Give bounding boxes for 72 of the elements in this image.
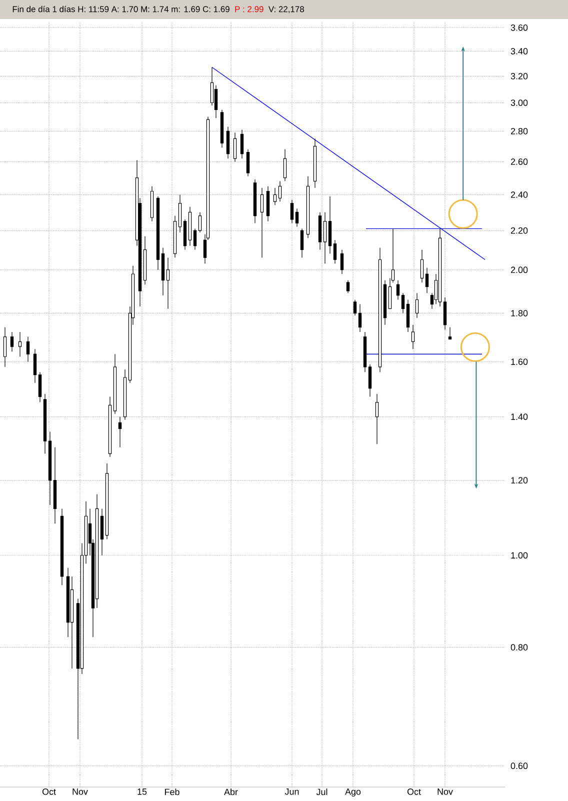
y-tick-label: 1.40 [511,414,528,420]
y-tick-label: 2.80 [510,128,528,134]
candlestick [290,200,294,224]
y-tick-label: 1.00 [511,552,528,559]
candlestick [273,188,277,206]
candlestick [443,297,447,330]
candlestick [295,208,299,228]
candlestick [278,180,282,202]
candlestick [375,394,379,444]
x-tick-label: Jul [316,788,328,796]
candlestick [448,326,452,340]
candlestick [18,332,22,357]
candlestick [425,267,429,294]
candlestick [368,364,372,397]
candlestick [166,257,170,310]
y-tick-label: 2.20 [510,227,528,234]
candlestick [210,66,214,106]
x-tick-label: Oct [407,788,421,795]
candlestick [420,249,424,283]
candlestick [10,332,14,352]
y-tick-label: 1.80 [511,310,528,316]
candlestick [246,148,250,177]
candlestick [333,240,337,264]
candlestick [391,228,395,283]
candlestick [193,228,197,250]
x-tick-label: 15 [138,788,147,795]
x-tick-label: Abr [224,788,238,796]
candlestick [240,129,244,159]
candlestick [233,132,237,162]
candlestick [198,212,202,233]
candlestick [118,416,122,448]
y-tick-label: 0.60 [510,762,528,770]
text: P : 2.99 [235,6,264,12]
x-tick-label: Nov [438,788,453,795]
y-tick-label: 3.60 [510,24,528,31]
candlestick [353,299,357,316]
candlestick [415,292,419,318]
x-tick-label: Feb [165,788,180,796]
y-tick-label: 3.00 [510,100,528,106]
candlestick [26,336,30,362]
candlestick [340,249,344,274]
candlestick [300,228,304,258]
y-tick-label: 2.60 [510,158,528,165]
candlestick [38,372,42,403]
x-tick-label: Ago [345,788,361,797]
x-tick-label: Nov [72,788,88,795]
candlestick [411,324,415,350]
chart-title: Fin de día 1 días H: 11:59 A: 1.70 M: 1.74 m: 1.69 C: 1.69 [12,6,230,12]
y-tick-label: 1.20 [511,477,528,484]
y-tick-label: 3.40 [510,48,528,54]
x-tick-label: Oct [42,788,56,795]
candlestick [406,299,410,332]
candlestick [396,280,400,300]
candlestick [323,212,327,264]
candlestick [3,326,7,368]
x-tick-label: Jun [284,788,299,795]
y-tick-label: 1.60 [511,358,528,365]
y-tick-label: 0.80 [510,644,528,650]
y-tick-label: 2.00 [510,266,528,274]
candlestick [214,84,218,118]
candlestick [401,292,405,314]
candlestick [33,348,37,384]
y-tick-label: 3.20 [510,72,528,80]
candlestick [226,126,230,159]
candlestick [100,508,104,556]
candlestick [346,280,350,294]
candlestick [178,194,182,233]
candlestick [283,148,287,182]
candlestick [358,304,362,332]
candlestick [260,188,264,258]
y-tick-label: 2.40 [510,192,528,198]
text: V: 22,178 [268,6,304,14]
